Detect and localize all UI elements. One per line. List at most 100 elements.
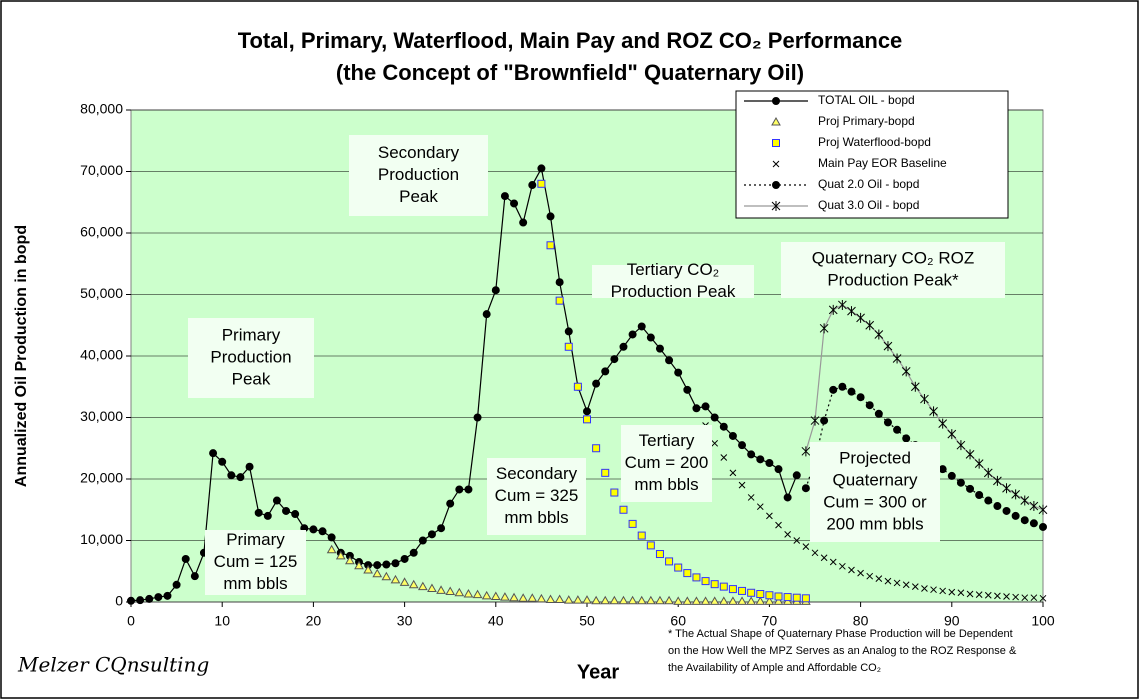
annotation-text: Primary [222,325,281,344]
point [847,387,856,396]
annotation-text: Tertiary [639,431,695,450]
point [710,413,719,422]
point [636,595,647,605]
point [637,531,646,540]
point [1011,511,1020,520]
point [929,406,938,417]
y-axis-label: Annualized Oil Production in bopd [13,225,30,487]
point [875,575,883,582]
point [454,587,465,597]
point [1020,516,1029,525]
point [701,402,710,411]
point [720,454,728,461]
point [327,533,336,542]
annotation-box [349,135,488,216]
point [372,568,383,578]
point [519,218,528,227]
annotation-text: Peak [232,369,271,388]
point [710,580,719,589]
point [417,581,428,591]
x-tick-label: 70 [762,613,778,629]
point [291,510,300,519]
point [683,385,692,394]
annotation-text: Projected [839,448,911,467]
point [582,595,592,604]
point [172,580,181,589]
point [801,594,810,603]
point [738,586,747,595]
x-tick-label: 0 [127,613,135,629]
point [802,543,810,551]
point [610,355,619,364]
point [755,596,766,605]
point [136,596,145,605]
x-tick-label: 100 [1031,613,1055,629]
point [764,596,775,605]
point [583,415,591,424]
point [893,579,901,587]
point [554,594,565,604]
point [829,385,838,394]
chart-subtitle: (the Concept of "Brownfield" Quaternary … [336,60,804,85]
point [601,367,610,376]
point [938,465,947,474]
point [545,594,556,604]
annotation-box [592,265,754,298]
y-tick-label: 10,000 [80,531,123,547]
point [583,407,591,416]
point [546,241,555,250]
point [482,310,491,319]
annotation-text: Tertiary CO₂ [627,260,720,279]
point [363,565,373,574]
annotation-text: Secondary [496,464,578,483]
point [573,382,582,391]
point [801,446,811,457]
point [728,431,737,440]
annotation-text: Production Peak [611,282,736,301]
point [956,478,965,487]
annotation-box [205,530,306,595]
point [810,415,820,426]
x-tick-label: 90 [944,613,960,629]
point [1030,594,1038,602]
annotation-box [621,425,712,502]
point [409,548,418,557]
point [719,422,728,431]
chart-title: Total, Primary, Waterflood, Main Pay and… [238,28,903,53]
point [272,496,281,505]
point [473,413,482,422]
point [664,595,674,605]
point [993,502,1002,511]
annotation-text: mm bbls [504,508,568,527]
point [838,299,847,310]
point [893,425,902,434]
annotation-text: Cum = 300 or [823,492,927,511]
point [674,563,683,572]
point [765,459,774,468]
point [857,569,864,577]
point [408,579,419,589]
point [819,323,829,334]
annotation-text: Production [378,165,459,184]
point [518,593,529,602]
point [509,592,519,602]
x-tick-label: 60 [670,613,686,629]
point [381,571,392,581]
point [564,327,573,336]
point [775,521,782,529]
point [674,368,683,377]
point [326,544,337,554]
point [309,525,318,534]
annotation-text: 200 mm bbls [826,514,923,533]
point [719,582,728,591]
x-tick-label: 30 [397,613,413,629]
point [691,596,702,605]
point [692,573,701,582]
point [436,585,446,594]
point [756,455,765,464]
point [1011,489,1020,500]
point [774,465,783,474]
point [983,467,993,478]
point [1039,594,1047,602]
annotation-text: mm bbls [634,475,698,494]
